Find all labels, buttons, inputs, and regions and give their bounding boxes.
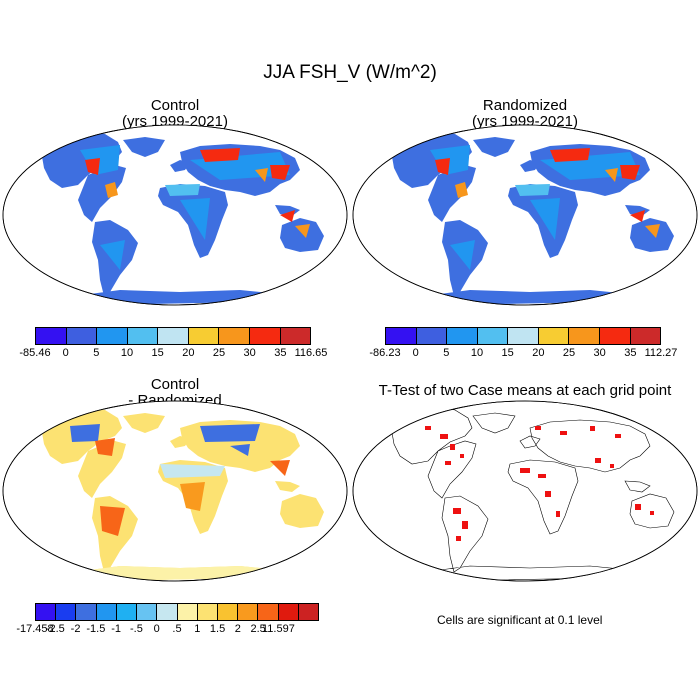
figure-title: JJA FSH_V (W/m^2) — [263, 62, 437, 83]
panel-title-line1: Control — [150, 97, 200, 114]
colorbar-tick-label: -17.458 — [16, 623, 54, 635]
colorbar-swatch — [217, 604, 239, 620]
panel-title-line1: Control — [150, 376, 200, 393]
ttest-note: Cells are significant at 0.1 level — [437, 613, 603, 627]
colorbar-tick-label: 1 — [194, 623, 201, 635]
colorbar-swatch — [508, 328, 539, 344]
colorbar-swatch — [188, 328, 220, 344]
colorbar-tick-label: -85.46 — [19, 347, 51, 359]
colorbar-swatch — [447, 328, 478, 344]
colorbar-tick-label: .5 — [172, 623, 182, 635]
colorbar-swatch — [258, 604, 279, 620]
colorbar-tick-label: 1.5 — [209, 623, 226, 635]
colorbar-tick-label: -2.5 — [45, 623, 65, 635]
panel-title-line2: (yrs 1999-2021) — [122, 113, 228, 130]
significant-cells — [425, 426, 654, 541]
colorbar-swatch — [97, 328, 128, 344]
colorbar-tick-label: 11.597 — [262, 623, 295, 635]
colorbar-tick-label: 20 — [182, 347, 195, 359]
colorbar-swatch — [569, 328, 600, 344]
colorbar-swatch — [137, 604, 158, 620]
colorbar-swatch — [219, 328, 250, 344]
map-randomized — [352, 124, 698, 306]
colorbar-swatch — [477, 328, 509, 344]
colorbar-swatch — [76, 604, 97, 620]
colorbar-tick-label: 15 — [501, 347, 514, 359]
colorbar-swatch — [238, 604, 259, 620]
colorbar-tick-label: 15 — [151, 347, 164, 359]
colorbar-swatch — [630, 328, 661, 344]
colorbar-swatch — [538, 328, 570, 344]
colorbar-tick-label: 35 — [624, 347, 637, 359]
colorbar-tick-label: 30 — [243, 347, 256, 359]
colorbar-swatch — [197, 604, 218, 620]
colorbar-tick-label: 5 — [443, 347, 450, 359]
colorbar-swatch — [416, 328, 448, 344]
colorbar-tick-label: -1.5 — [86, 623, 106, 635]
colorbar-tick-label: -1 — [111, 623, 122, 635]
colorbar-tick-label: 0 — [153, 623, 160, 635]
colorbar-tick-label: 20 — [532, 347, 545, 359]
map-control — [2, 124, 348, 306]
colorbar-swatch — [158, 328, 189, 344]
colorbar-swatch — [157, 604, 178, 620]
colorbar-swatch — [278, 604, 299, 620]
colorbar-swatch — [599, 328, 631, 344]
colorbar-swatch — [298, 604, 319, 620]
colorbar-tick-label: 5 — [93, 347, 100, 359]
colorbar-tick-label: 30 — [593, 347, 606, 359]
colorbar-tick-label: 10 — [470, 347, 484, 359]
panel-title-control: Control (yrs 1999-2021) — [75, 98, 275, 130]
colorbar-tick-label: 35 — [274, 347, 287, 359]
colorbar-tick-label: 2.5 — [250, 623, 266, 635]
colorbar-swatch — [177, 604, 198, 620]
colorbar-tick-label: 0 — [412, 347, 419, 359]
colorbar-tick-label: 112.27 — [644, 347, 678, 359]
colorbar-swatch — [127, 328, 159, 344]
panel-title-ttest: T-Test of two Case means at each grid po… — [378, 382, 672, 399]
colorbar-swatch — [249, 328, 281, 344]
colorbar-control — [35, 327, 311, 345]
colorbar-tick-label: -86.23 — [369, 347, 401, 359]
colorbar-difference — [35, 603, 319, 621]
colorbar-tick-label: 2 — [234, 623, 241, 635]
colorbar-tick-label: -2 — [70, 623, 81, 635]
colorbar-tick-label: 25 — [562, 347, 576, 359]
colorbar-tick-label: 25 — [212, 347, 226, 359]
colorbar-swatch — [66, 328, 98, 344]
colorbar-tick-label: 0 — [62, 347, 69, 359]
colorbar-swatch — [280, 328, 311, 344]
colorbar-swatch — [386, 328, 417, 344]
panel-title-line2: (yrs 1999-2021) — [472, 113, 578, 130]
colorbar-swatch — [96, 604, 117, 620]
colorbar-swatch — [36, 604, 57, 620]
panel-title-line1: Randomized — [482, 97, 568, 114]
colorbar-tick-label: 116.65 — [294, 347, 328, 359]
colorbar-swatch — [36, 328, 67, 344]
colorbar-swatch — [116, 604, 138, 620]
map-ttest — [352, 400, 698, 582]
panel-title-randomized: Randomized (yrs 1999-2021) — [425, 98, 625, 130]
colorbar-tick-label: -.5 — [130, 623, 143, 635]
colorbar-swatch — [56, 604, 77, 620]
colorbar-randomized — [385, 327, 661, 345]
colorbar-tick-label: 10 — [120, 347, 134, 359]
map-difference — [2, 400, 348, 582]
